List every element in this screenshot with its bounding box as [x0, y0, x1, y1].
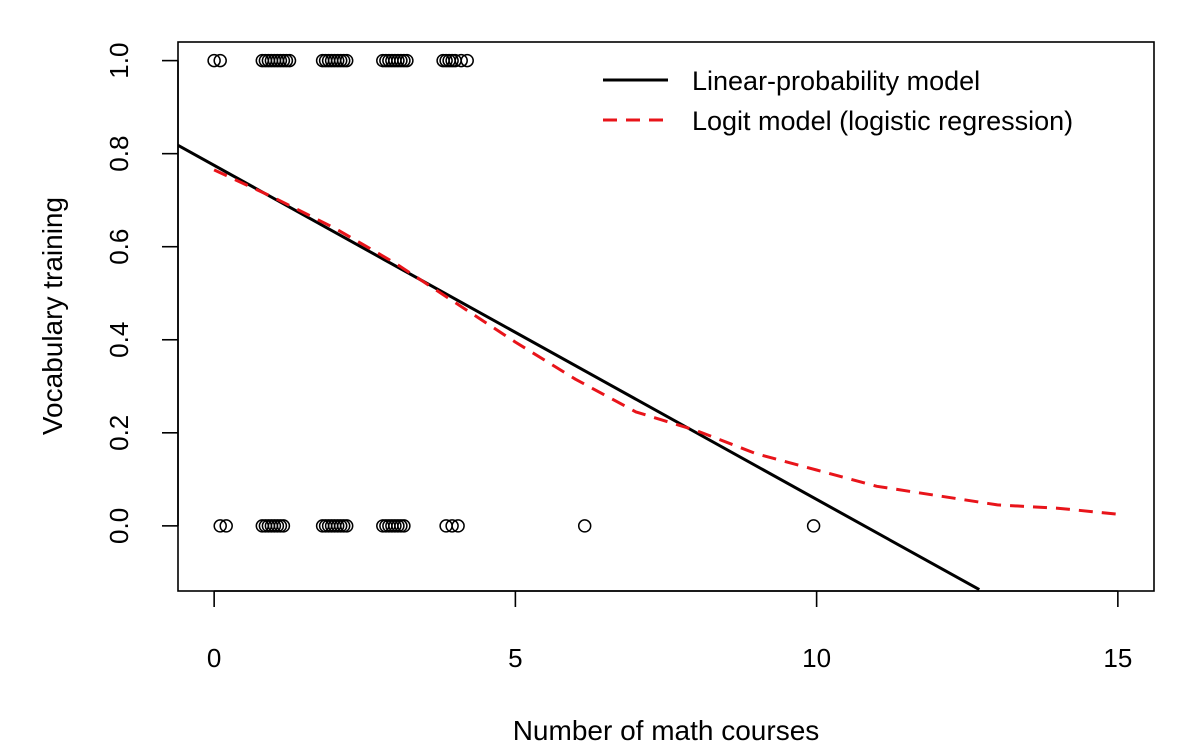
data-point [282, 53, 297, 68]
y-tick-label: 1.0 [104, 43, 134, 79]
y-tick-label: 0.6 [104, 229, 134, 265]
x-axis-title: Number of math courses [513, 715, 820, 746]
x-tick-label: 10 [802, 643, 831, 673]
y-tick-label: 0.0 [104, 508, 134, 544]
data-point [339, 53, 354, 68]
x-tick-label: 5 [508, 643, 522, 673]
data-point [454, 53, 468, 68]
y-tick-label: 0.4 [104, 322, 134, 358]
y-axis-title: Vocabulary training [37, 197, 68, 435]
data-point [207, 53, 221, 68]
y-axis: 0.0 0.2 0.4 0.6 0.8 1.0 [104, 43, 179, 544]
legend: Linear-probability model Logit model (lo… [603, 66, 1073, 136]
series-layer [178, 143, 1119, 591]
data-point [213, 519, 227, 533]
legend-label-logit: Logit model (logistic regression) [692, 106, 1073, 136]
x-tick-label: 15 [1103, 643, 1132, 673]
y-tick-label: 0.2 [104, 415, 134, 451]
x-tick-label: 0 [207, 643, 221, 673]
data-point [397, 519, 411, 533]
y-tick-label: 0.8 [104, 136, 134, 172]
data-point [460, 53, 474, 68]
series-line-linear [178, 143, 981, 591]
data-point [339, 519, 354, 533]
data-point [577, 519, 592, 533]
data-point [806, 519, 821, 533]
data-point [213, 53, 227, 68]
data-point [219, 519, 233, 533]
data-point [445, 519, 459, 533]
legend-label-linear: Linear-probability model [692, 66, 980, 96]
series-line-logit [213, 168, 1119, 516]
points-layer [207, 53, 821, 533]
data-point [276, 519, 291, 533]
data-point [279, 53, 294, 68]
data-point [400, 53, 414, 68]
x-axis: 0 5 10 15 [207, 590, 1132, 673]
data-point [451, 519, 465, 533]
